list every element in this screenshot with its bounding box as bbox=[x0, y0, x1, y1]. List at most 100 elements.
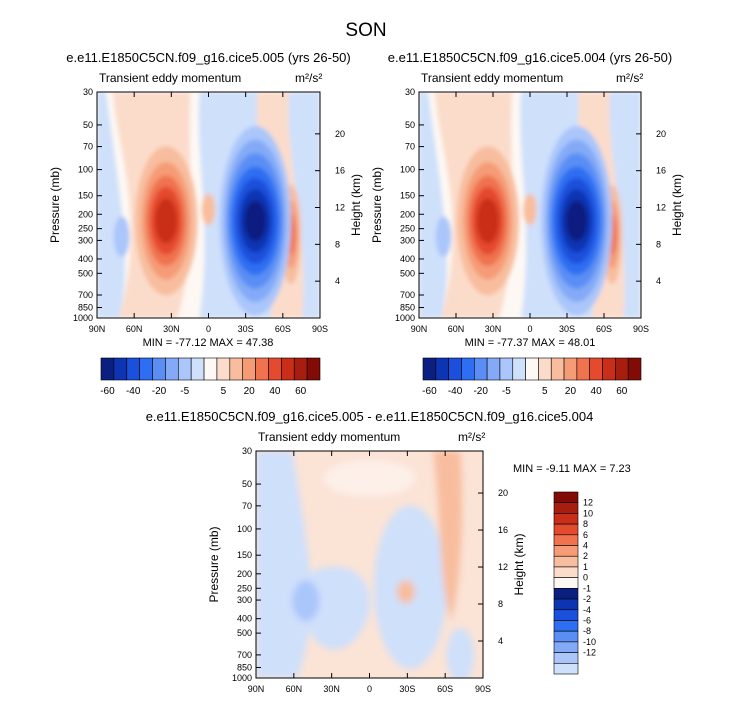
y-tick-label: 400 bbox=[237, 614, 252, 624]
colorbar-box bbox=[486, 357, 501, 381]
contour-band bbox=[288, 92, 320, 318]
x-tick-label: 90S bbox=[312, 324, 328, 334]
y-axis-label: Pressure (mb) bbox=[48, 167, 62, 243]
y-right-tick-label: 8 bbox=[498, 599, 503, 609]
y-tick-label: 500 bbox=[400, 268, 415, 278]
y-tick-label: 200 bbox=[237, 569, 252, 579]
field-contours bbox=[97, 92, 320, 318]
x-tick-label: 30N bbox=[163, 324, 180, 334]
colorbar-box bbox=[553, 620, 579, 632]
y-tick-label: 1000 bbox=[395, 313, 415, 323]
x-tick-label: 30S bbox=[559, 324, 575, 334]
y-tick-label: 300 bbox=[400, 235, 415, 245]
colorbar-label: 6 bbox=[583, 530, 588, 540]
y-tick-label: 150 bbox=[400, 191, 415, 201]
contour-red bbox=[433, 451, 463, 622]
y-tick-label: 700 bbox=[400, 290, 415, 300]
y-right-axis-label: Height (km) bbox=[512, 533, 526, 595]
colorbar-box bbox=[553, 545, 579, 557]
y-right-tick-label: 4 bbox=[335, 276, 340, 286]
colorbar-box bbox=[553, 662, 579, 675]
y-tick-label: 300 bbox=[78, 235, 93, 245]
contour-band bbox=[301, 566, 370, 650]
colorbar-label: -20 bbox=[152, 386, 167, 397]
y-tick-label: 150 bbox=[237, 550, 252, 560]
colorbar-label: 1 bbox=[583, 562, 588, 572]
panel-title: e.e11.E1850C5CN.f09_g16.cice5.005 - e.e1… bbox=[146, 409, 594, 424]
colorbar-box bbox=[553, 534, 579, 546]
contour-band bbox=[419, 92, 447, 318]
colorbar-label: -8 bbox=[583, 626, 591, 636]
units-label: m²/s² bbox=[458, 430, 485, 444]
colorbar-box bbox=[553, 491, 579, 504]
panel-subtitle: Transient eddy momentum bbox=[258, 430, 400, 444]
y-tick-label: 400 bbox=[78, 254, 93, 264]
x-tick-label: 0 bbox=[206, 324, 211, 334]
colorbar-label: -12 bbox=[583, 648, 596, 658]
colorbar-box bbox=[589, 357, 603, 381]
colorbar-box bbox=[139, 357, 153, 381]
colorbar-box bbox=[615, 357, 629, 381]
colorbar-label: 20 bbox=[565, 386, 577, 397]
y-tick-label: 50 bbox=[83, 120, 93, 130]
y-tick-label: 1000 bbox=[73, 313, 93, 323]
colorbar-box bbox=[281, 357, 295, 381]
y-right-tick-label: 4 bbox=[498, 636, 503, 646]
contour-red bbox=[396, 580, 415, 604]
colorbar-label: -4 bbox=[583, 605, 591, 615]
contour-band bbox=[256, 451, 311, 678]
x-tick-label: 0 bbox=[527, 324, 532, 334]
colorbar: -60 -40 -20 -5 5 20 40 60 bbox=[422, 357, 642, 397]
x-tick-label: 90N bbox=[411, 324, 428, 334]
colorbar-label: 8 bbox=[583, 519, 588, 529]
colorbar-box bbox=[165, 357, 179, 381]
colorbar-box bbox=[553, 598, 579, 611]
colorbar-label: -6 bbox=[583, 615, 591, 625]
contour-band bbox=[609, 92, 641, 318]
y-tick-label: 1000 bbox=[232, 673, 252, 683]
y-tick-label: 70 bbox=[405, 142, 415, 152]
colorbar-box bbox=[512, 357, 526, 381]
y-tick-label: 250 bbox=[78, 224, 93, 234]
y-tick-label: 850 bbox=[78, 303, 93, 313]
y-axis-label: Pressure (mb) bbox=[370, 167, 384, 243]
colorbar-label: -1 bbox=[583, 583, 591, 593]
y-tick-label: 70 bbox=[83, 142, 93, 152]
contour-red bbox=[154, 198, 178, 244]
y-right-tick-label: 4 bbox=[656, 276, 661, 286]
min-max-stats: MIN = -77.12 MAX = 47.38 bbox=[143, 337, 274, 349]
colorbar-label: 40 bbox=[269, 386, 281, 397]
y-right-tick-label: 8 bbox=[656, 239, 661, 249]
colorbar: -60 -40 -20 -5 5 20 40 60 bbox=[100, 357, 321, 397]
y-tick-label: 850 bbox=[237, 662, 252, 672]
colorbar-box bbox=[553, 588, 579, 600]
panel-subtitle: Transient eddy momentum bbox=[99, 71, 241, 85]
y-tick-label: 100 bbox=[78, 165, 93, 175]
colorbar-label: -20 bbox=[473, 386, 488, 397]
colorbar-label: 40 bbox=[591, 386, 603, 397]
x-tick-label: 90N bbox=[248, 684, 265, 694]
colorbar-label: -60 bbox=[100, 386, 115, 397]
y-right-tick-label: 12 bbox=[335, 203, 345, 213]
y-tick-label: 250 bbox=[237, 583, 252, 593]
season-title: SON bbox=[345, 20, 386, 41]
colorbar-label: -5 bbox=[180, 386, 189, 397]
colorbar-box bbox=[553, 641, 579, 653]
y-right-tick-label: 20 bbox=[335, 129, 345, 139]
colorbar-box bbox=[306, 357, 321, 381]
y-right-tick-label: 12 bbox=[656, 203, 666, 213]
colorbar-box bbox=[448, 357, 462, 381]
colorbar-label: 20 bbox=[244, 386, 256, 397]
colorbar-label: 2 bbox=[583, 551, 588, 561]
colorbar-label: -5 bbox=[502, 386, 511, 397]
y-tick-label: 500 bbox=[237, 628, 252, 638]
colorbar-label: 12 bbox=[583, 498, 593, 508]
colorbar-box bbox=[473, 357, 488, 381]
colorbar-box bbox=[126, 357, 140, 381]
y-tick-label: 250 bbox=[400, 224, 415, 234]
units-label: m²/s² bbox=[616, 71, 643, 85]
y-tick-label: 50 bbox=[242, 479, 252, 489]
contour-band bbox=[324, 460, 415, 497]
min-max-stats: MIN = -77.37 MAX = 48.01 bbox=[465, 337, 596, 349]
chart-panel-1: e.e11.E1850C5CN.f09_g16.cice5.005 (yrs 2… bbox=[48, 50, 363, 397]
